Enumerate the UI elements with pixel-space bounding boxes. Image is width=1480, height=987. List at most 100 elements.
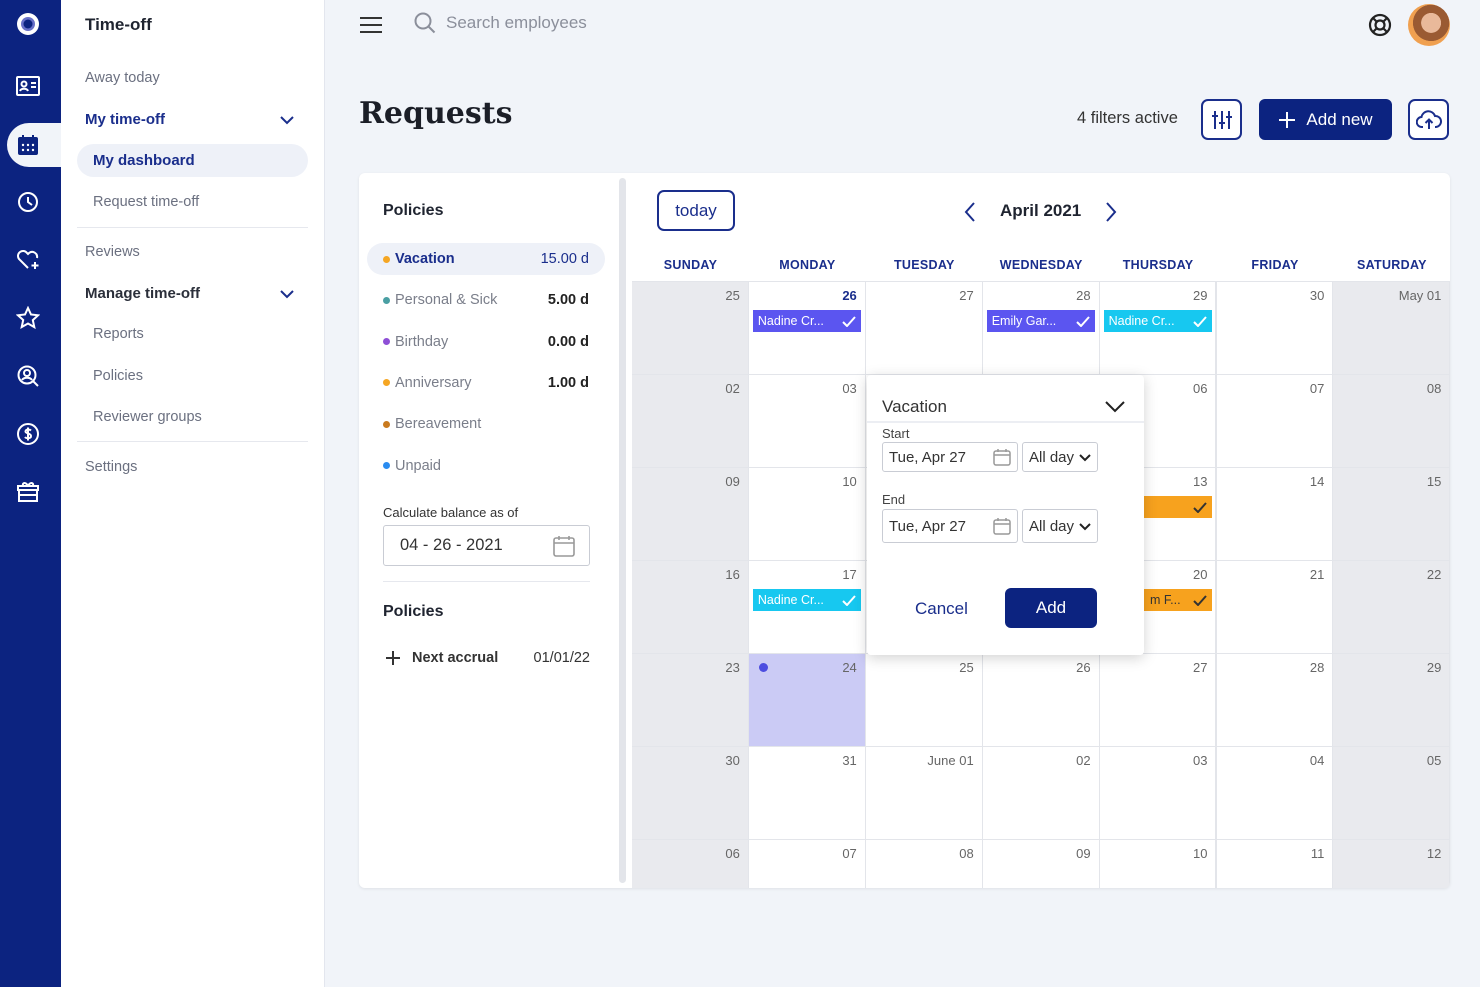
- calendar-day-cell[interactable]: 22: [1333, 561, 1450, 653]
- balance-date-input[interactable]: 04 - 26 - 2021: [383, 525, 590, 566]
- today-button[interactable]: today: [657, 190, 735, 231]
- nav-reviews[interactable]: Reviews: [85, 244, 140, 260]
- calendar-day-cell[interactable]: 02: [982, 747, 1099, 839]
- calendar-day-cell[interactable]: 07: [1216, 375, 1333, 467]
- time-off-event[interactable]: Emily Gar...: [986, 310, 1095, 332]
- logo-icon[interactable]: [14, 10, 42, 38]
- search-input[interactable]: Search employees: [414, 12, 587, 34]
- nav-request-time-off[interactable]: Request time-off: [93, 194, 200, 210]
- weekday-header: SATURDAY: [1357, 258, 1427, 272]
- nav-manage-time-off[interactable]: Manage time-off: [85, 285, 201, 302]
- calendar-day-cell[interactable]: 27: [1099, 654, 1216, 746]
- calendar-day-cell[interactable]: 10: [748, 468, 865, 560]
- calendar-icon[interactable]: [14, 131, 42, 159]
- calendar-day-cell[interactable]: 15: [1333, 468, 1450, 560]
- upload-button[interactable]: [1408, 99, 1449, 140]
- nav-reports[interactable]: Reports: [93, 326, 144, 342]
- calendar-day-cell[interactable]: 25: [865, 654, 982, 746]
- time-off-event[interactable]: Nadine Cr...: [752, 310, 861, 332]
- add-button[interactable]: Add: [1005, 588, 1097, 628]
- calendar-day-cell[interactable]: 29: [1333, 654, 1450, 746]
- add-new-button[interactable]: Add new: [1259, 99, 1392, 140]
- star-icon[interactable]: [14, 304, 42, 332]
- hamburger-menu-icon[interactable]: [360, 16, 382, 34]
- calendar-day-cell[interactable]: 09: [982, 840, 1099, 888]
- policy-row[interactable]: Birthday 0.00 d: [367, 326, 605, 358]
- calendar-day-cell[interactable]: 07: [748, 840, 865, 888]
- calendar-day-cell[interactable]: 26: [982, 654, 1099, 746]
- calendar-day-cell[interactable]: 24: [748, 654, 865, 746]
- next-accrual-row[interactable]: Next accrual 01/01/22: [385, 650, 590, 666]
- calendar-day-cell[interactable]: 03: [1099, 747, 1216, 839]
- calendar-day-cell[interactable]: 12: [1333, 840, 1450, 888]
- chevron-down-icon[interactable]: [279, 286, 295, 302]
- calendar-day-cell[interactable]: 09: [632, 468, 748, 560]
- calendar-day-cell[interactable]: 08: [1333, 375, 1450, 467]
- calendar-day-cell[interactable]: 30: [1216, 282, 1333, 374]
- nav-settings[interactable]: Settings: [85, 459, 138, 475]
- day-number: 14: [1309, 474, 1325, 489]
- avatar[interactable]: [1408, 4, 1450, 46]
- clock-icon[interactable]: [14, 188, 42, 216]
- calendar-day-cell[interactable]: 06: [632, 840, 748, 888]
- help-lifebuoy-icon[interactable]: [1368, 13, 1392, 37]
- calendar-day-cell[interactable]: 14: [1216, 468, 1333, 560]
- policy-select[interactable]: Vacation: [882, 397, 947, 416]
- cancel-button[interactable]: Cancel: [915, 599, 968, 618]
- next-month-icon[interactable]: [1105, 202, 1117, 222]
- chevron-down-icon[interactable]: [1105, 400, 1125, 414]
- nav-my-time-off[interactable]: My time-off: [85, 111, 165, 128]
- policy-row[interactable]: Unpaid: [367, 450, 605, 482]
- calendar-day-cell[interactable]: 28: [1216, 654, 1333, 746]
- calendar-day-cell[interactable]: 08: [865, 840, 982, 888]
- calendar-day-cell[interactable]: 30: [632, 747, 748, 839]
- calendar-day-cell[interactable]: 11: [1216, 840, 1333, 888]
- check-icon: [1192, 315, 1207, 327]
- calendar-icon[interactable]: [993, 448, 1011, 466]
- day-number: 28: [1309, 660, 1325, 675]
- time-off-event[interactable]: Nadine Cr...: [752, 589, 861, 611]
- filter-button[interactable]: [1201, 99, 1242, 140]
- calendar-day-cell[interactable]: 04: [1216, 747, 1333, 839]
- calendar-icon[interactable]: [553, 535, 575, 557]
- end-date-value: Tue, Apr 27: [889, 517, 966, 535]
- nav-away-today[interactable]: Away today: [85, 70, 160, 86]
- calendar-day-cell[interactable]: 21: [1216, 561, 1333, 653]
- page-title: Requests: [359, 96, 513, 131]
- nav-reviewer-groups[interactable]: Reviewer groups: [93, 409, 202, 425]
- calendar-day-cell[interactable]: 03: [748, 375, 865, 467]
- calendar-icon[interactable]: [993, 517, 1011, 535]
- policy-row[interactable]: Vacation 15.00 d: [367, 243, 605, 275]
- prev-month-icon[interactable]: [964, 202, 976, 222]
- calendar-day-cell[interactable]: May 01: [1333, 282, 1450, 374]
- heart-plus-icon[interactable]: [14, 246, 42, 274]
- policy-row[interactable]: Anniversary 1.00 d: [367, 367, 605, 399]
- calendar-day-cell[interactable]: 25: [632, 282, 748, 374]
- end-date-input[interactable]: Tue, Apr 27: [882, 509, 1018, 543]
- search-icon: [414, 12, 436, 34]
- calendar-day-cell[interactable]: 23: [632, 654, 748, 746]
- nav-my-dashboard[interactable]: My dashboard: [93, 152, 195, 169]
- end-time-select[interactable]: All day: [1022, 509, 1098, 543]
- calendar-day-cell[interactable]: 02: [632, 375, 748, 467]
- filters-active-count: 4 filters active: [1077, 109, 1178, 127]
- policy-row[interactable]: Bereavement: [367, 408, 605, 440]
- id-card-icon[interactable]: [14, 72, 42, 100]
- policies-scrollbar[interactable]: [619, 178, 626, 883]
- balance-label: Calculate balance as of: [383, 505, 519, 520]
- calendar-day-cell[interactable]: 16: [632, 561, 748, 653]
- chevron-down-icon[interactable]: [279, 112, 295, 128]
- start-time-select[interactable]: All day: [1022, 442, 1098, 472]
- calendar-day-cell[interactable]: 27: [865, 282, 982, 374]
- gift-box-icon[interactable]: [14, 478, 42, 506]
- start-date-input[interactable]: Tue, Apr 27: [882, 442, 1018, 472]
- policy-row[interactable]: Personal & Sick 5.00 d: [367, 284, 605, 316]
- search-person-icon[interactable]: [14, 362, 42, 390]
- calendar-day-cell[interactable]: 31: [748, 747, 865, 839]
- calendar-day-cell[interactable]: June 01: [865, 747, 982, 839]
- calendar-day-cell[interactable]: 10: [1099, 840, 1216, 888]
- nav-policies[interactable]: Policies: [93, 368, 143, 384]
- calendar-day-cell[interactable]: 05: [1333, 747, 1450, 839]
- time-off-event[interactable]: Nadine Cr...: [1103, 310, 1212, 332]
- dollar-icon[interactable]: [14, 420, 42, 448]
